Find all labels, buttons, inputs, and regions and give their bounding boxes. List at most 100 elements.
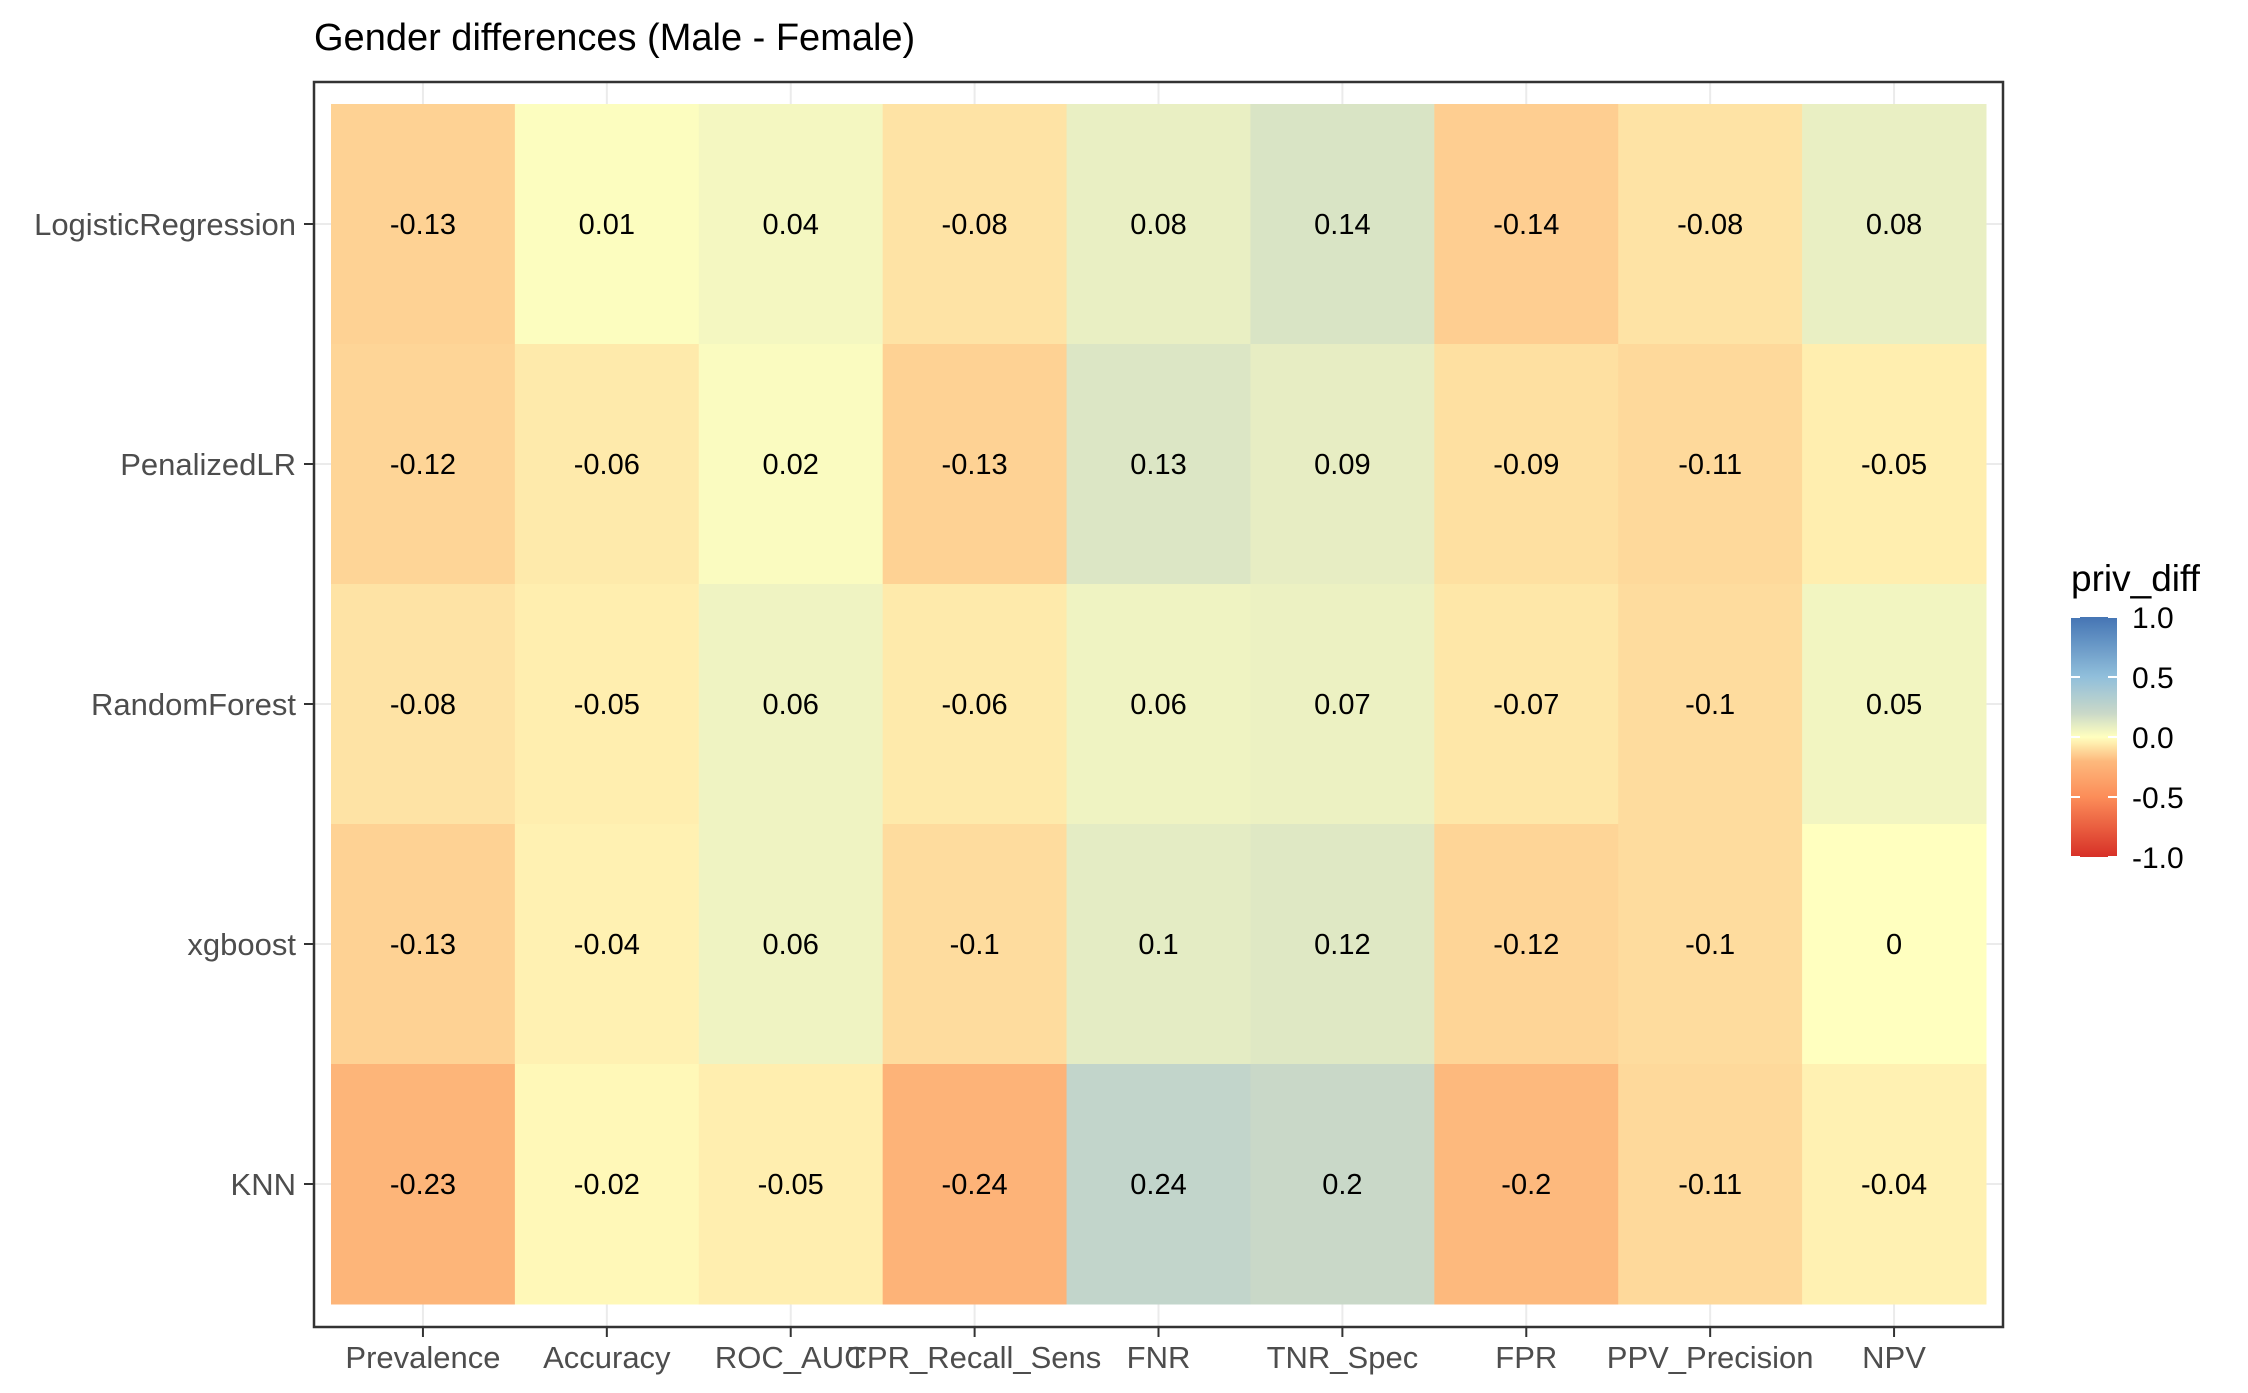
cell-value-label: -0.24: [942, 1169, 1008, 1201]
cell-value-label: 0.12: [1314, 929, 1370, 961]
heatmap-cell: [331, 1064, 516, 1305]
heatmap-cell: [1066, 344, 1251, 585]
heatmap-cell: [698, 824, 884, 1065]
heatmap-cell: [882, 584, 1068, 825]
cell-value-label: 0.2: [1322, 1169, 1362, 1201]
cell-value-label: -0.04: [1861, 1169, 1927, 1201]
chart-title: Gender differences (Male - Female): [314, 17, 915, 59]
cell-value-label: 0.07: [1314, 689, 1370, 721]
heatmap-cell: [1802, 1064, 1987, 1305]
heatmap-cell: [331, 584, 516, 825]
cell-value-label: -0.11: [1678, 449, 1742, 481]
heatmap-cell: [514, 104, 700, 345]
cell-value-label: -0.11: [1678, 1169, 1742, 1201]
heatmap-cell: [1250, 584, 1435, 825]
axes: Prevalence Accuracy ROC_AUCTPR_Recall_Sens…: [34, 207, 1926, 1375]
cell-value-label: -0.08: [1677, 209, 1743, 241]
cell-value-label: 0.05: [1866, 689, 1922, 721]
legend-tick-label: 0.0: [2132, 722, 2174, 755]
legend-tick-label: -0.5: [2132, 782, 2184, 815]
heatmap-cell: [1802, 104, 1987, 345]
heatmap-cell: [1250, 824, 1435, 1065]
heatmap-cell: [1618, 824, 1803, 1065]
heatmap-cell: [1250, 104, 1435, 345]
x-tick-label: NPV: [1862, 1340, 1926, 1375]
cell-value-label: 0.04: [762, 209, 818, 241]
y-tick-label: KNN: [231, 1167, 296, 1202]
y-tick-label: PenalizedLR: [120, 447, 296, 482]
cell-value-label: -0.13: [390, 209, 456, 241]
heatmap-cell: [1618, 344, 1803, 585]
heatmap-cell: [1250, 1064, 1435, 1305]
cell-value-label: -0.05: [574, 689, 640, 721]
cell-value-label: 0.08: [1866, 209, 1922, 241]
heatmap-cell: [882, 104, 1068, 345]
legend-title: priv_diff: [2071, 558, 2201, 599]
x-tick-label: TNR_Spec: [1267, 1340, 1419, 1375]
cell-value-label: -0.06: [942, 689, 1008, 721]
cell-value-label: 0.02: [762, 449, 818, 481]
x-tick-label: Prevalence: [345, 1340, 500, 1375]
cell-value-label: 0.14: [1314, 209, 1370, 241]
cell-value-label: -0.08: [942, 209, 1008, 241]
cell-value-label: 0.1: [1138, 929, 1178, 961]
heatmap-cell: [882, 344, 1068, 585]
legend-tick-label: 0.5: [2132, 662, 2174, 695]
heatmap-cell: [882, 1064, 1068, 1305]
cell-value-label: -0.12: [390, 449, 456, 481]
cell-value-label: -0.12: [1493, 929, 1559, 961]
heatmap-cell: [514, 584, 700, 825]
heatmap-cell: [331, 344, 516, 585]
cell-value-label: 0.06: [762, 929, 818, 961]
heatmap-cell: [1066, 584, 1251, 825]
x-tick-label: FNR: [1127, 1340, 1191, 1375]
cell-value-label: 0.06: [762, 689, 818, 721]
cell-value-label: -0.23: [390, 1169, 456, 1201]
cell-value-label: 0.08: [1130, 209, 1186, 241]
cell-value-label: -0.13: [942, 449, 1008, 481]
cell-value-label: 0.06: [1130, 689, 1186, 721]
heatmap-cell: [1434, 824, 1619, 1065]
heatmap-cell: [1434, 1064, 1619, 1305]
x-tick-label: TPR_Recall_Sens: [848, 1340, 1101, 1375]
cell-value-label: -0.14: [1493, 209, 1559, 241]
heatmap-cell: [698, 104, 884, 345]
heatmap-cell: [1434, 104, 1619, 345]
cell-value-label: -0.07: [1493, 689, 1559, 721]
heatmap-cell: [1066, 1064, 1251, 1305]
heatmap-cell: [698, 584, 884, 825]
heatmap-cells: [331, 104, 1987, 1305]
heatmap-cell: [1802, 824, 1987, 1065]
heatmap-cell: [1618, 104, 1803, 345]
cell-value-label: -0.05: [758, 1169, 824, 1201]
heatmap-cell: [1618, 1064, 1803, 1305]
x-tick-label: FPR: [1495, 1340, 1557, 1375]
cell-value-label: -0.13: [390, 929, 456, 961]
cell-value-label: -0.1: [1685, 929, 1735, 961]
cell-value-label: -0.08: [390, 689, 456, 721]
y-tick-label: xgboost: [187, 927, 296, 962]
y-tick-label: LogisticRegression: [34, 207, 296, 242]
cell-value-label: -0.02: [574, 1169, 640, 1201]
cell-value-label: -0.05: [1861, 449, 1927, 481]
heatmap-cell: [1066, 104, 1251, 345]
heatmap-cell: [514, 824, 700, 1065]
cell-value-label: -0.1: [1685, 689, 1735, 721]
heatmap-cell: [514, 344, 700, 585]
heatmap-cell: [1434, 344, 1619, 585]
heatmap-cell: [1066, 824, 1251, 1065]
cell-value-label: 0.01: [579, 209, 635, 241]
heatmap-cell: [514, 1064, 700, 1305]
cell-value-label: -0.2: [1501, 1169, 1551, 1201]
legend-tick-label: -1.0: [2132, 842, 2184, 875]
cell-value-label: -0.09: [1493, 449, 1559, 481]
cell-value-label: -0.1: [950, 929, 1000, 961]
x-tick-label: PPV_Precision: [1607, 1340, 1814, 1375]
heatmap-cell: [331, 104, 516, 345]
cell-value-label: 0.13: [1130, 449, 1186, 481]
heatmap-cell: [1618, 584, 1803, 825]
heatmap-cell: [698, 344, 884, 585]
heatmap-cell: [1250, 344, 1435, 585]
cell-value-label: 0.09: [1314, 449, 1370, 481]
